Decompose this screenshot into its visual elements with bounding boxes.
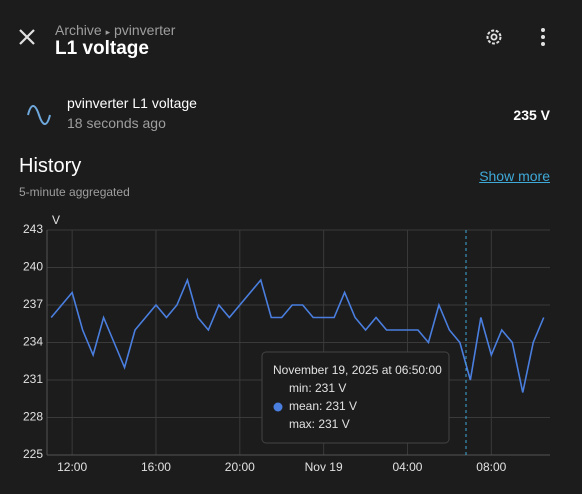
tooltip-box [261,351,450,444]
close-button[interactable] [17,27,37,47]
x-tick-label: 16:00 [141,460,171,474]
menu-button[interactable] [533,27,553,47]
entity-name: pvinverter L1 voltage [67,95,197,111]
tooltip-row: max: 231 V [289,417,350,431]
breadcrumb: Archive ▸ pvinverter [55,22,176,38]
tooltip-row: min: 231 V [289,381,346,395]
tooltip-title: November 19, 2025 at 06:50:00 [273,363,442,377]
chart: V 225 228 231 234 237 240 243 12:00 16:00 20:00 Nov… [23,213,550,474]
y-tick-label: 231 [23,372,43,386]
y-tick-label: 240 [23,260,43,274]
breadcrumb-item: pvinverter [114,22,176,38]
x-tick-label: 12:00 [57,460,87,474]
tooltip-marker [273,402,283,412]
dialog-title: L1 voltage [55,38,149,59]
x-tick-label: 20:00 [225,460,255,474]
y-tick-label: 234 [23,335,43,349]
entity-icon [27,105,51,125]
history-subtitle: 5-minute aggregated [19,185,130,199]
y-axis-label: V [52,213,60,227]
last-changed: 18 seconds ago [67,115,166,131]
tooltip-row: mean: 231 V [289,399,357,413]
show-more-link[interactable]: Show more [479,168,550,184]
y-tick-label: 228 [23,410,43,424]
history-title: History [19,155,82,177]
x-tick-label: 04:00 [392,460,422,474]
series-line [50,277,545,393]
settings-button[interactable] [484,27,504,47]
x-tick-label: Nov 19 [305,460,343,474]
y-tick-label: 237 [23,297,43,311]
entity-state: 235 V [513,107,550,123]
breadcrumb-item: Archive [55,22,102,38]
x-tick-label: 08:00 [476,460,506,474]
y-tick-label: 225 [23,447,43,461]
y-tick-label: 243 [23,222,43,236]
